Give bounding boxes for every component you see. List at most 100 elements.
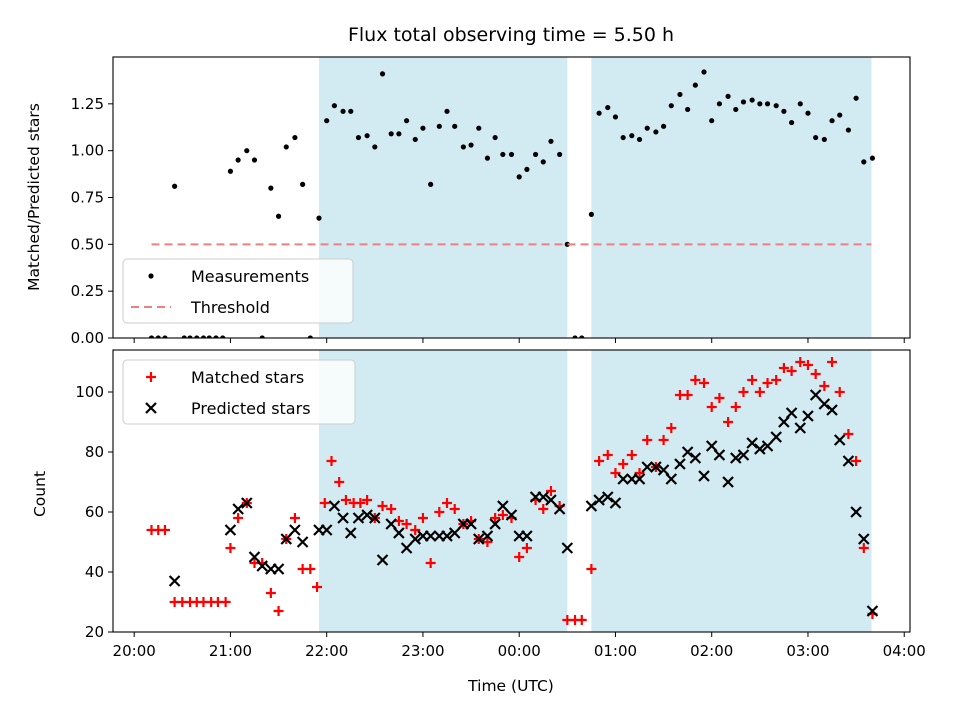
measurements-point <box>861 159 867 165</box>
measurements-point <box>805 110 811 116</box>
measurements-point <box>181 335 187 338</box>
matched-stars-point <box>738 387 749 397</box>
matched-stars-point <box>618 459 629 469</box>
measurements-point <box>340 108 346 114</box>
matched-stars-point <box>265 588 276 598</box>
measurements-point <box>476 125 482 131</box>
measurements-point <box>797 101 803 107</box>
x-tick-label: 02:00 <box>690 642 733 660</box>
predicted-stars-point <box>802 410 814 422</box>
predicted-stars-point <box>537 491 550 503</box>
predicted-stars-point <box>448 527 461 539</box>
x-tick-label: 00:00 <box>498 642 541 660</box>
matched-stars-point <box>706 402 717 412</box>
measurements-point <box>172 183 178 189</box>
predicted-stars-point <box>665 473 678 485</box>
measurements-point <box>579 335 585 338</box>
matched-stars-point <box>762 378 773 388</box>
legend-box <box>122 359 356 425</box>
measurements-point <box>283 144 289 150</box>
measurements-point <box>500 151 506 158</box>
predicted-stars-point <box>465 518 477 530</box>
measurements-point <box>420 125 426 131</box>
predicted-stars-point <box>521 530 533 542</box>
predicted-stars-point <box>722 476 734 488</box>
observing-interval-1 <box>318 57 568 338</box>
measurements-point <box>660 123 667 129</box>
chart-title: Flux total observing time = 5.50 h <box>348 24 674 46</box>
measurements-point <box>388 131 394 137</box>
predicted-stars-point <box>232 503 244 515</box>
predicted-stars-point <box>785 407 798 419</box>
y-tick-label: 0.50 <box>71 235 104 253</box>
measurements-point <box>596 110 602 116</box>
predicted-stars-point <box>505 509 518 521</box>
legend-label: Matched stars <box>191 368 304 387</box>
measurements-point <box>428 181 434 187</box>
measurements-point <box>275 213 282 219</box>
predicted-stars-point <box>754 443 766 455</box>
predicted-stars-point <box>272 563 285 575</box>
matched-stars-point <box>723 417 734 427</box>
matched-stars-point <box>340 495 351 505</box>
predicted-stars-point <box>681 446 694 458</box>
measurements-point <box>187 335 193 338</box>
legend: Matched stars Predicted stars <box>122 359 356 425</box>
predicted-stars-point <box>289 524 301 536</box>
plot-area <box>148 57 876 338</box>
predicted-stars-point <box>609 497 622 509</box>
matched-stars-point <box>795 357 806 367</box>
measurements-point <box>548 138 554 144</box>
measurements-point <box>668 103 674 109</box>
predicted-stars-point <box>818 398 831 410</box>
predicted-stars-point <box>593 494 605 506</box>
predicted-stars-point <box>601 491 614 503</box>
measurements-point <box>251 157 258 163</box>
predicted-stars-point <box>729 452 742 464</box>
measurements-point <box>677 91 683 98</box>
measurements-point <box>636 136 643 143</box>
measurements-point <box>492 134 498 141</box>
matched-stars-point <box>747 375 758 385</box>
matched-stars-point <box>514 552 525 562</box>
measurements-point <box>532 151 539 158</box>
measurements-point <box>837 112 843 118</box>
measurements-point <box>701 69 707 75</box>
matched-stars-point <box>682 390 693 400</box>
predicted-stars-point <box>481 530 494 542</box>
predicted-stars-point <box>698 470 710 482</box>
y-tick-label: 20 <box>85 623 104 641</box>
predicted-stars-point <box>320 524 333 536</box>
matched-stars-point <box>362 495 373 505</box>
measurements-point <box>235 157 241 163</box>
measurements-point <box>725 93 731 99</box>
predicted-stars-point <box>280 533 293 545</box>
matched-stars-point <box>690 375 701 385</box>
y-tick-label: 0.75 <box>71 189 104 207</box>
matched-stars-point <box>658 435 669 445</box>
measurements-point <box>716 101 723 107</box>
measurements-point <box>749 97 755 103</box>
matched-stars-point <box>220 597 231 607</box>
y-tick-label: 100 <box>75 383 104 401</box>
predicted-stars-point <box>376 554 389 566</box>
predicted-stars-point <box>689 452 702 464</box>
matched-stars-point <box>225 543 236 553</box>
measurements-point <box>206 335 212 338</box>
measurements-point <box>268 185 274 191</box>
predicted-stars-point <box>241 497 253 509</box>
measurements-point <box>564 241 570 247</box>
measurements-point <box>162 335 168 338</box>
matched-stars-point <box>730 402 741 412</box>
y-tick-label: 40 <box>85 563 104 581</box>
matched-stars-point <box>699 378 710 388</box>
predicted-stars-point <box>674 458 686 470</box>
top-panel: 0.00 0.25 0.50 0.75 1.00 1.25 Measurements Thre… <box>71 56 911 347</box>
matched-stars-point <box>602 450 613 460</box>
measurements-point <box>200 335 207 338</box>
matched-stars-point <box>843 429 854 439</box>
matched-stars-point <box>401 519 412 529</box>
measurements-point <box>292 134 298 141</box>
predicted-stars-point <box>770 431 782 443</box>
predicted-stars-point <box>441 530 453 542</box>
